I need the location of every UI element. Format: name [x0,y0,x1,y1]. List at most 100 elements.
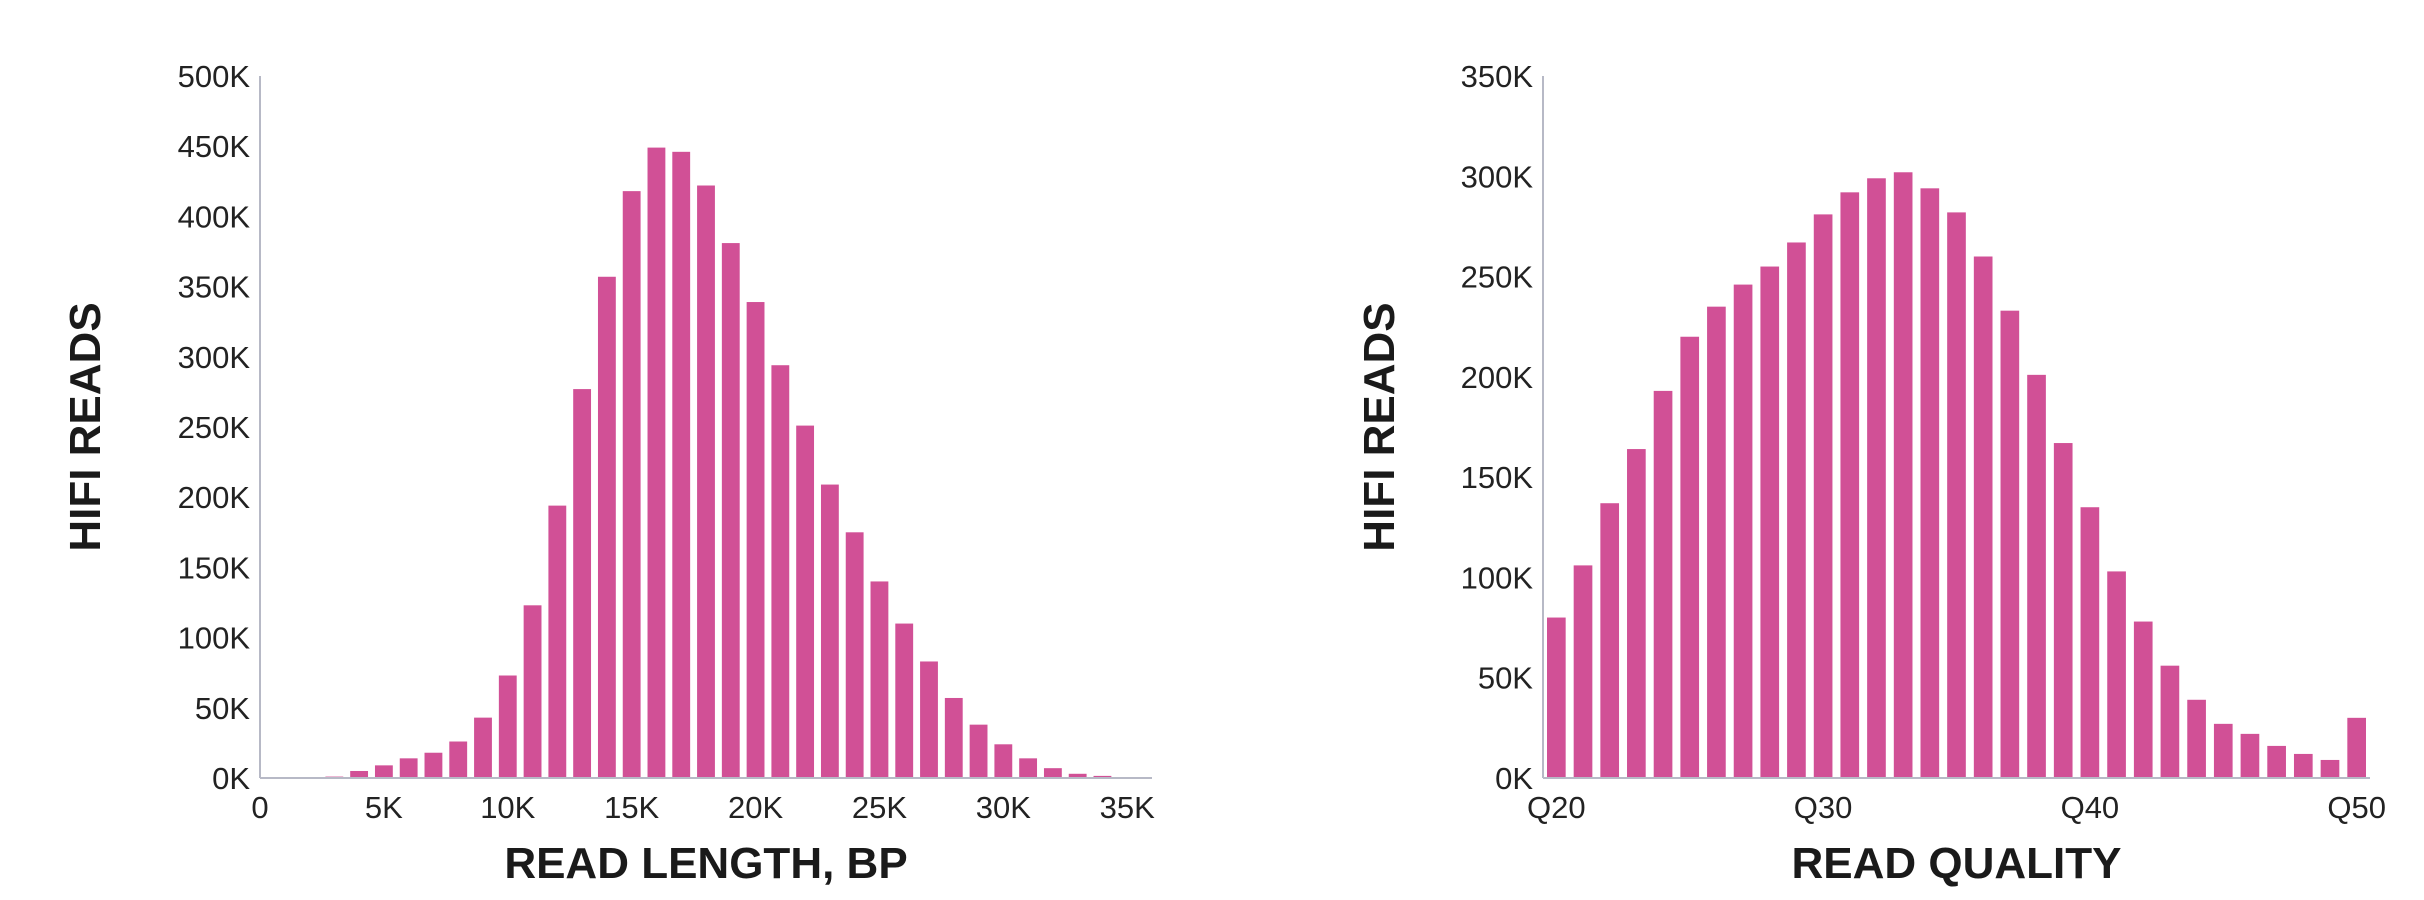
read-quality-bar [2187,699,2206,778]
read-quality-x-axis-title: READ QUALITY [1792,839,2122,888]
read-length-bar [746,302,765,778]
read-length-histogram: 0K 50K 100K 150K 200K 250K 300K 350K 400K 450K 500… [61,59,1155,888]
read-length-y-tick-label: 500K [178,59,251,94]
read-quality-bar [2107,571,2126,778]
read-length-x-tick-label: 30K [976,790,1031,825]
read-length-bar [548,505,567,778]
read-length-y-tick-label: 100K [178,621,251,656]
read-length-y-tick-label: 50K [195,691,250,726]
read-quality-y-tick-label: 250K [1461,260,1534,295]
read-quality-bar [2293,753,2313,778]
read-length-bar [771,365,790,778]
read-quality-bar [1973,256,1993,778]
read-quality-bar [2027,374,2046,778]
read-quality-y-tick-label: 0K [1495,761,1533,796]
read-length-y-tick-label: 450K [178,129,251,164]
read-quality-bar [1573,565,1593,778]
read-quality-bar [2347,717,2366,778]
read-length-x-tick-label: 20K [728,790,783,825]
read-length-bar [969,724,988,778]
read-quality-bar [1813,214,1833,778]
read-length-bar [672,151,691,778]
read-length-y-tick-label: 200K [178,480,251,515]
read-length-x-tick-label: 0 [251,790,268,825]
read-quality-bar [1947,212,1966,778]
read-quality-bar [1787,242,1806,779]
read-length-bar [920,661,938,778]
read-quality-x-tick-label: Q50 [2327,790,2386,825]
read-length-bar [1093,775,1112,778]
read-length-bar [845,532,864,778]
read-length-bar [399,758,418,778]
read-quality-bar [2133,621,2153,778]
read-length-bar [424,752,443,778]
read-length-y-tick-label: 400K [178,199,251,234]
read-length-bar [697,185,715,778]
read-length-y-tick-label: 300K [178,340,251,375]
read-length-bar [523,605,542,778]
read-quality-histogram: 0K 50K 100K 150K 200K 250K 300K 350K Q20 Q30 Q40 Q5… [1355,59,2386,888]
read-quality-bar [2240,733,2260,778]
read-length-y-tick-label: 0K [212,761,250,796]
read-length-bar [796,425,815,778]
read-length-x-axis-title: READ LENGTH, BP [504,839,907,888]
read-quality-y-tick-label: 50K [1478,661,1533,696]
read-quality-bar [2053,443,2073,778]
read-length-bar [622,191,641,778]
read-length-bar [944,697,963,778]
read-length-bar [870,581,889,778]
read-length-bar [820,484,839,778]
read-length-bar [573,389,592,778]
read-quality-bar [1840,192,1860,778]
read-length-bar [374,765,393,778]
read-length-x-tick-label: 35K [1100,790,1155,825]
read-length-y-tick-label: 350K [178,270,251,305]
read-quality-bar [2213,723,2233,778]
read-length-y-tick-label: 250K [178,410,251,445]
read-length-x-tick-label: 25K [852,790,907,825]
read-length-bar [1068,773,1087,778]
read-quality-y-tick-label: 300K [1461,159,1534,194]
read-length-bar [597,276,616,778]
read-length-bar [474,717,492,778]
read-quality-bar [1920,188,1940,778]
read-length-x-tick-label: 10K [480,790,535,825]
read-quality-bar [1680,336,1700,778]
read-quality-y-tick-label: 350K [1461,59,1534,94]
read-quality-bar [2160,665,2180,778]
read-length-bar [1019,758,1038,778]
read-length-bar [350,770,369,778]
read-quality-bar [1893,172,1913,778]
read-quality-bar [1627,449,1646,778]
read-length-y-axis-title: HIFI READS [61,302,110,551]
read-quality-bar [1867,178,1886,779]
read-length-bar [721,243,740,778]
read-length-bar [449,741,468,778]
read-length-bar [895,623,914,778]
read-quality-bar [2000,310,2020,778]
read-quality-y-tick-label: 100K [1461,560,1534,595]
read-quality-x-tick-label: Q20 [1527,790,1586,825]
read-quality-x-tick-label: Q30 [1794,790,1853,825]
read-length-x-tick-label: 5K [365,790,403,825]
read-quality-bar [2320,759,2340,778]
read-quality-y-tick-label: 150K [1461,460,1534,495]
read-length-x-tick-label: 15K [604,790,659,825]
read-quality-bar [1600,503,1620,778]
read-length-bar [498,675,517,778]
read-quality-bar [1760,266,1780,778]
read-quality-bar [1547,617,1566,778]
read-length-bar [1043,768,1062,778]
read-quality-bar [1733,284,1753,778]
read-quality-bar [2267,745,2286,778]
read-length-bar [647,147,666,779]
read-quality-bar [1653,390,1673,778]
read-quality-bar [1707,306,1726,778]
read-quality-y-tick-label: 200K [1461,360,1534,395]
read-length-y-tick-label: 150K [178,550,251,585]
read-quality-y-axis-title: HIFI READS [1355,302,1404,551]
read-quality-bar [2080,507,2100,778]
read-quality-x-tick-label: Q40 [2061,790,2120,825]
read-length-bar [994,744,1013,778]
